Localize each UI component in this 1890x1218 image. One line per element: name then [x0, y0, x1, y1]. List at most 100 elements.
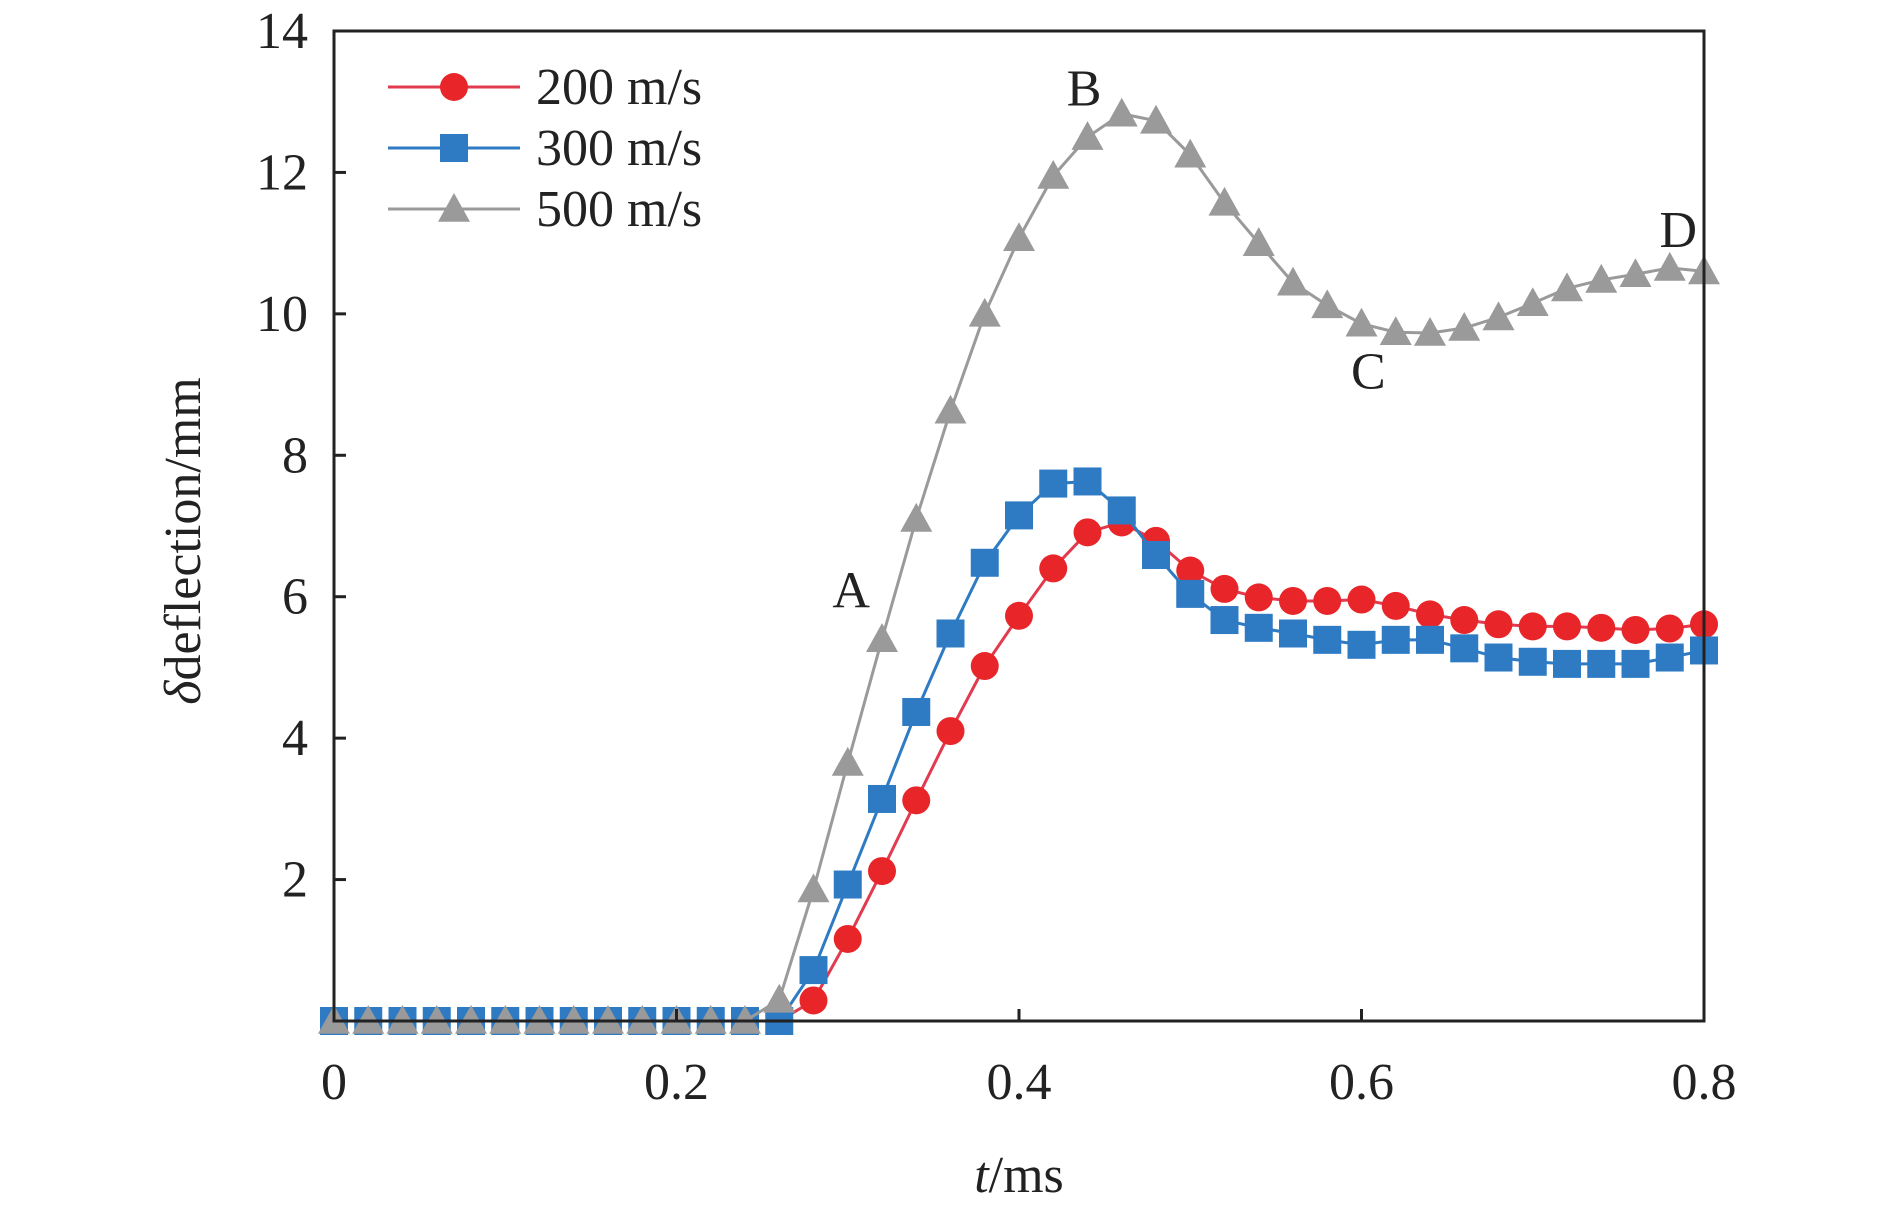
data-point — [1516, 287, 1549, 317]
data-point — [1210, 606, 1239, 635]
data-point — [1416, 600, 1444, 629]
annotations: A B C D — [832, 61, 1697, 620]
data-point — [1176, 579, 1205, 608]
x-tick-label: 0.6 — [1329, 1054, 1394, 1111]
x-tick-label: 0.2 — [644, 1054, 709, 1111]
data-point — [1653, 251, 1686, 281]
data-point — [1484, 643, 1513, 672]
data-point — [968, 297, 1001, 327]
data-point — [936, 717, 965, 746]
data-point — [1621, 615, 1650, 644]
legend-item: 500 m/s — [388, 181, 702, 238]
y-axis-label-rest: deflection/mm — [155, 377, 212, 680]
data-point — [868, 857, 896, 886]
series-layer — [318, 97, 1720, 1035]
y-tick-label: 8 — [282, 427, 308, 484]
ticks: 0 0.2 0.4 0.6 0.8 2 4 6 8 10 12 14 — [256, 3, 1737, 1111]
data-point — [1416, 625, 1444, 654]
series-500-m-s — [318, 97, 1720, 1034]
annotation-A: A — [832, 563, 870, 620]
y-tick-label: 12 — [256, 144, 308, 201]
data-point — [1313, 586, 1342, 615]
data-point — [797, 873, 830, 903]
data-point — [1655, 614, 1684, 643]
legend-marker — [440, 73, 468, 101]
data-point — [1551, 272, 1583, 302]
y-axis-label: δdeflection/mm — [155, 377, 212, 704]
data-point — [1073, 467, 1102, 496]
data-point — [455, 1005, 487, 1034]
data-point — [1518, 647, 1547, 676]
data-point — [1450, 634, 1479, 663]
data-point — [1414, 316, 1446, 346]
data-point — [1518, 612, 1547, 641]
data-point — [1345, 307, 1378, 337]
data-point — [1619, 258, 1652, 288]
data-point — [1208, 186, 1241, 216]
data-point — [868, 784, 896, 813]
data-point — [1174, 138, 1207, 168]
legend-label: 200 m/s — [536, 59, 702, 116]
data-point — [1482, 301, 1515, 331]
data-point — [934, 394, 967, 424]
data-point — [1655, 643, 1684, 672]
y-axis-label-italic: δ — [155, 680, 212, 705]
data-point — [1003, 222, 1035, 251]
data-point — [799, 956, 828, 985]
data-point — [386, 1005, 419, 1034]
data-point — [420, 1005, 453, 1034]
data-point — [1277, 266, 1309, 296]
legend-item: 300 m/s — [388, 120, 702, 177]
series-300-m-s — [320, 467, 1718, 1035]
data-point — [1347, 630, 1376, 659]
data-point — [1005, 501, 1033, 530]
data-point — [523, 1005, 556, 1034]
data-point — [1379, 316, 1412, 346]
data-point — [1553, 649, 1581, 678]
data-point — [1347, 585, 1376, 614]
data-point — [1553, 612, 1581, 641]
data-point — [900, 502, 933, 532]
legend-marker — [440, 134, 468, 162]
data-point — [557, 1005, 590, 1034]
x-tick-label: 0 — [321, 1054, 347, 1111]
x-tick-label: 0.4 — [987, 1054, 1052, 1111]
data-point — [833, 870, 862, 899]
series-line — [334, 520, 1705, 1023]
data-point — [970, 548, 999, 577]
data-point — [1142, 540, 1170, 569]
data-point — [866, 623, 898, 652]
data-point — [902, 697, 931, 726]
data-point — [1484, 610, 1513, 639]
data-point — [1621, 649, 1650, 678]
data-point — [1450, 606, 1479, 635]
data-point — [592, 1005, 624, 1034]
data-point — [1585, 263, 1618, 293]
legend-marker — [438, 193, 470, 222]
data-point — [1448, 312, 1481, 341]
data-point — [1244, 583, 1273, 612]
data-point — [799, 986, 828, 1015]
data-point — [1313, 625, 1342, 654]
data-point — [1037, 159, 1070, 189]
data-point — [729, 1005, 761, 1034]
annotation-D: D — [1660, 202, 1698, 259]
data-point — [694, 1005, 727, 1034]
x-axis-label-italic: t — [974, 1147, 990, 1204]
data-point — [1587, 649, 1616, 678]
y-tick-label: 6 — [282, 569, 308, 626]
data-point — [831, 746, 864, 776]
data-point — [763, 983, 796, 1013]
data-point — [1210, 574, 1239, 603]
x-tick-label: 0.8 — [1672, 1054, 1737, 1111]
data-point — [489, 1005, 522, 1034]
annotation-B: B — [1067, 61, 1102, 118]
y-tick-label: 4 — [282, 710, 308, 767]
series-line — [334, 479, 1705, 1023]
data-point — [902, 786, 931, 815]
legend-item: 200 m/s — [388, 59, 702, 116]
data-point — [1073, 518, 1102, 547]
data-point — [936, 619, 965, 648]
